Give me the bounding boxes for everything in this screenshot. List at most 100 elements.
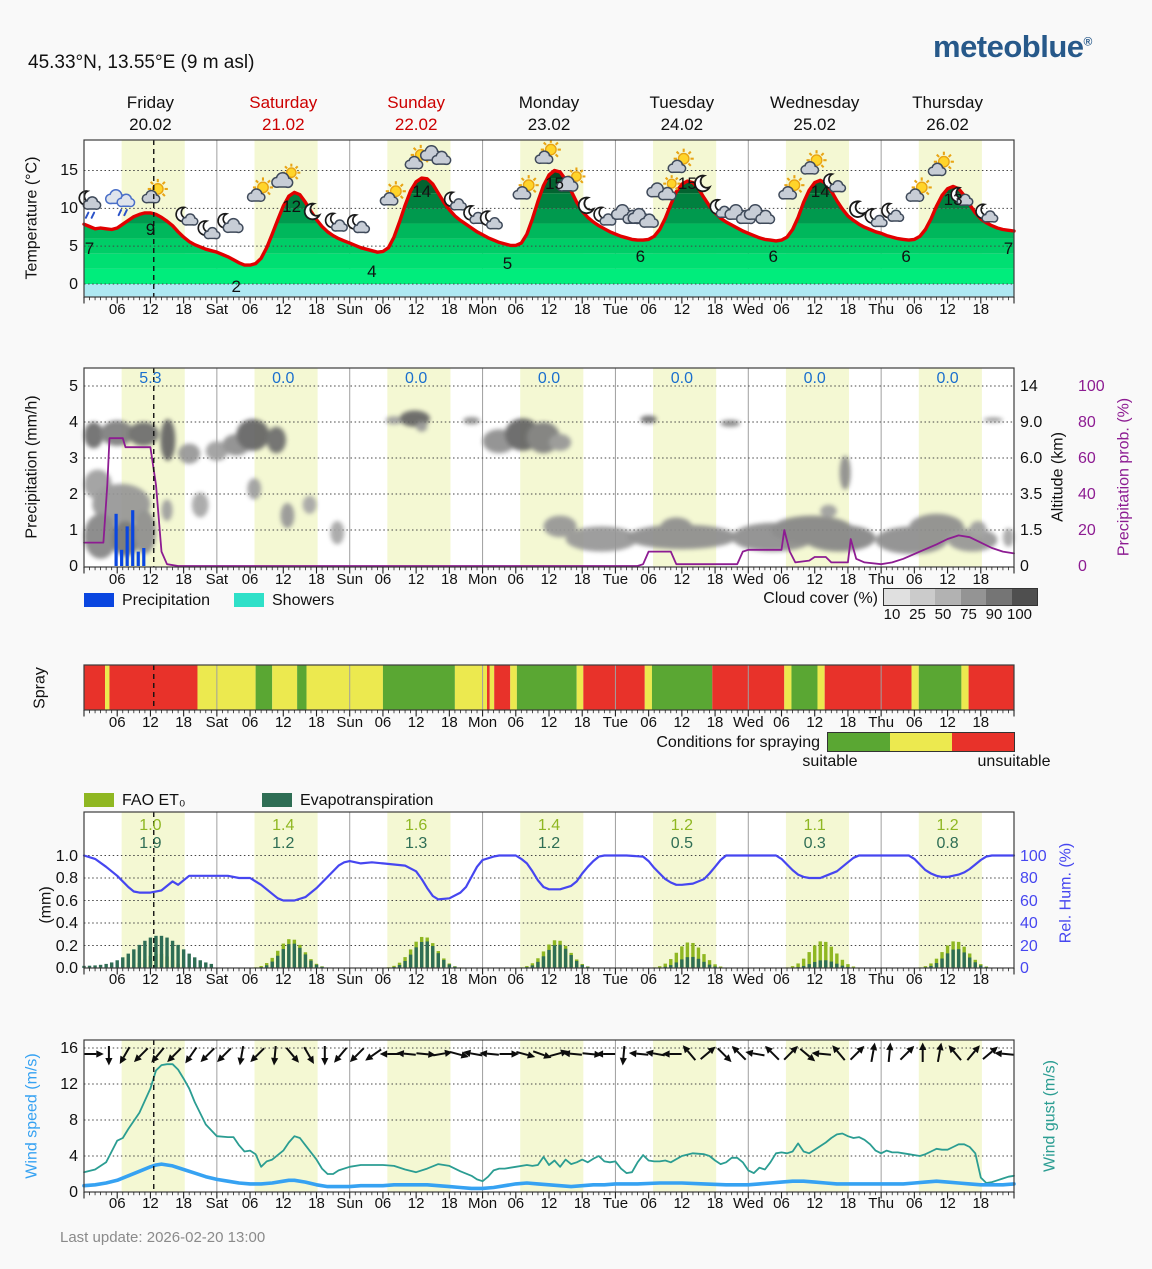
x-day-label: Wed [732,300,764,318]
x-hour-label: 18 [972,570,990,588]
x-hour-label: 06 [108,713,126,731]
x-day-label: Wed [732,713,764,731]
day-name: Friday [126,93,175,112]
cloud-cover-layer [84,410,1014,559]
x-hour-label: 18 [573,570,591,588]
wind-arrow-icon [321,1046,329,1066]
x-day-label: Tue [602,300,629,318]
x-day-label: Thu [868,970,895,988]
x-hour-label: 06 [507,713,525,731]
x-hour-label: 18 [706,970,724,988]
day-name: Saturday [249,93,318,112]
moon-cloud-icon [324,212,348,232]
wind-arrow-icon [731,1045,747,1061]
meteoblue-logo[interactable]: meteoblue® [933,28,1092,65]
x-hour-label: 06 [108,300,126,318]
moon-cloud-icon [822,173,847,193]
x-hour-label: 06 [108,570,126,588]
sun-cloud-icon [778,175,805,200]
x-hour-label: 12 [939,300,956,318]
x-hour-label: 12 [806,1194,824,1212]
clouds-icon [627,207,659,228]
moon-cloud-icon [975,203,999,223]
temp-min-label: 5 [502,254,513,274]
x-hour-label: 12 [806,713,824,731]
x-hour-label: 12 [274,1194,292,1212]
clouds-sun-icon [646,175,681,201]
wind-arrow-icon [700,1046,716,1060]
wind-arrow-icon [365,1048,382,1061]
x-hour-label: 18 [175,570,192,588]
temp-max-label: 14 [412,182,432,202]
wind-arrow-icon [119,1046,131,1064]
moon-icon [303,202,322,221]
day-date: 24.02 [660,115,704,134]
wind-arrow-icon [811,1050,832,1058]
temp-min-label: 7 [1003,239,1014,259]
x-day-label: Tue [602,970,629,988]
cloud-cover-scale-value: 25 [909,606,926,623]
wind-arrow-icon [849,1045,865,1061]
wind-arrow-icon [462,1049,483,1057]
x-hour-label: 12 [673,300,691,318]
wind-arrow-icon [499,1050,519,1058]
x-hour-label: 18 [441,713,458,731]
wind-arrow-icon [982,1046,998,1060]
x-hour-label: 18 [175,970,192,988]
x-hour-label: 12 [806,970,824,988]
cloud-cover-scale-step [935,589,961,605]
sun-cloud-icon [667,148,694,174]
x-hour-label: 12 [407,713,425,731]
wind-arrow-icon [765,1045,780,1061]
day-date: 22.02 [394,115,438,134]
x-hour-label: 18 [308,1194,325,1212]
daily-evapotranspiration: 0.3 [803,835,826,852]
daily-fao-et0: 1.1 [803,817,826,834]
x-hour-label: 06 [241,570,259,588]
spray-legend-scale [827,732,1015,752]
x-hour-label: 12 [142,970,159,988]
x-day-label: Sun [336,713,364,731]
x-hour-label: 12 [540,970,558,988]
cloud-cover-legend-label: Cloud cover (%) [763,590,878,607]
x-day-label: Sat [205,300,229,318]
wind-arrow-icon [919,1042,927,1062]
x-hour-label: 12 [274,970,292,988]
x-hour-label: 12 [806,570,824,588]
moon-cloud-icon [175,206,199,226]
daily-evapotranspiration: 1.9 [139,835,162,852]
evapotranspiration-panel [82,811,1016,975]
daily-fao-et0: 1.2 [936,817,959,834]
x-hour-label: 18 [839,713,857,731]
precip-prob-tick: 0 [1078,558,1087,575]
precip-y-tick: 3 [69,450,78,467]
altitude-tick: 0 [1020,558,1029,575]
x-hour-label: 12 [673,570,691,588]
x-hour-label: 18 [972,1194,990,1212]
sun-cloud-icon [512,175,539,200]
x-hour-label: 12 [274,300,292,318]
x-day-label: Sun [336,300,364,318]
et-y-tick: 0.8 [55,870,78,887]
x-day-label: Tue [602,713,629,731]
x-hour-label: 12 [540,300,558,318]
wind-arrow-icon [886,1042,894,1063]
clouds-icon [419,145,452,166]
moon-clouds-icon [217,212,244,234]
x-day-label: Mon [467,570,498,588]
wind-arrow-icon [396,1050,416,1058]
x-day-label: Wed [732,570,764,588]
x-hour-label: 12 [939,1194,956,1212]
temp-min-label: 6 [635,246,646,266]
cloud-cover-scale-value: 90 [985,606,1003,623]
x-hour-label: 18 [706,1194,724,1212]
wind-arrow-icon [645,1049,665,1057]
location-coordinates: 45.33°N, 13.55°E (9 m asl) [28,52,255,73]
spray-scale-step [828,733,890,751]
x-hour-label: 18 [706,300,724,318]
altitude-tick: 1.5 [1020,522,1043,539]
x-hour-label: 06 [640,300,657,318]
day-date: 23.02 [527,115,571,134]
x-hour-label: 06 [507,1194,525,1212]
